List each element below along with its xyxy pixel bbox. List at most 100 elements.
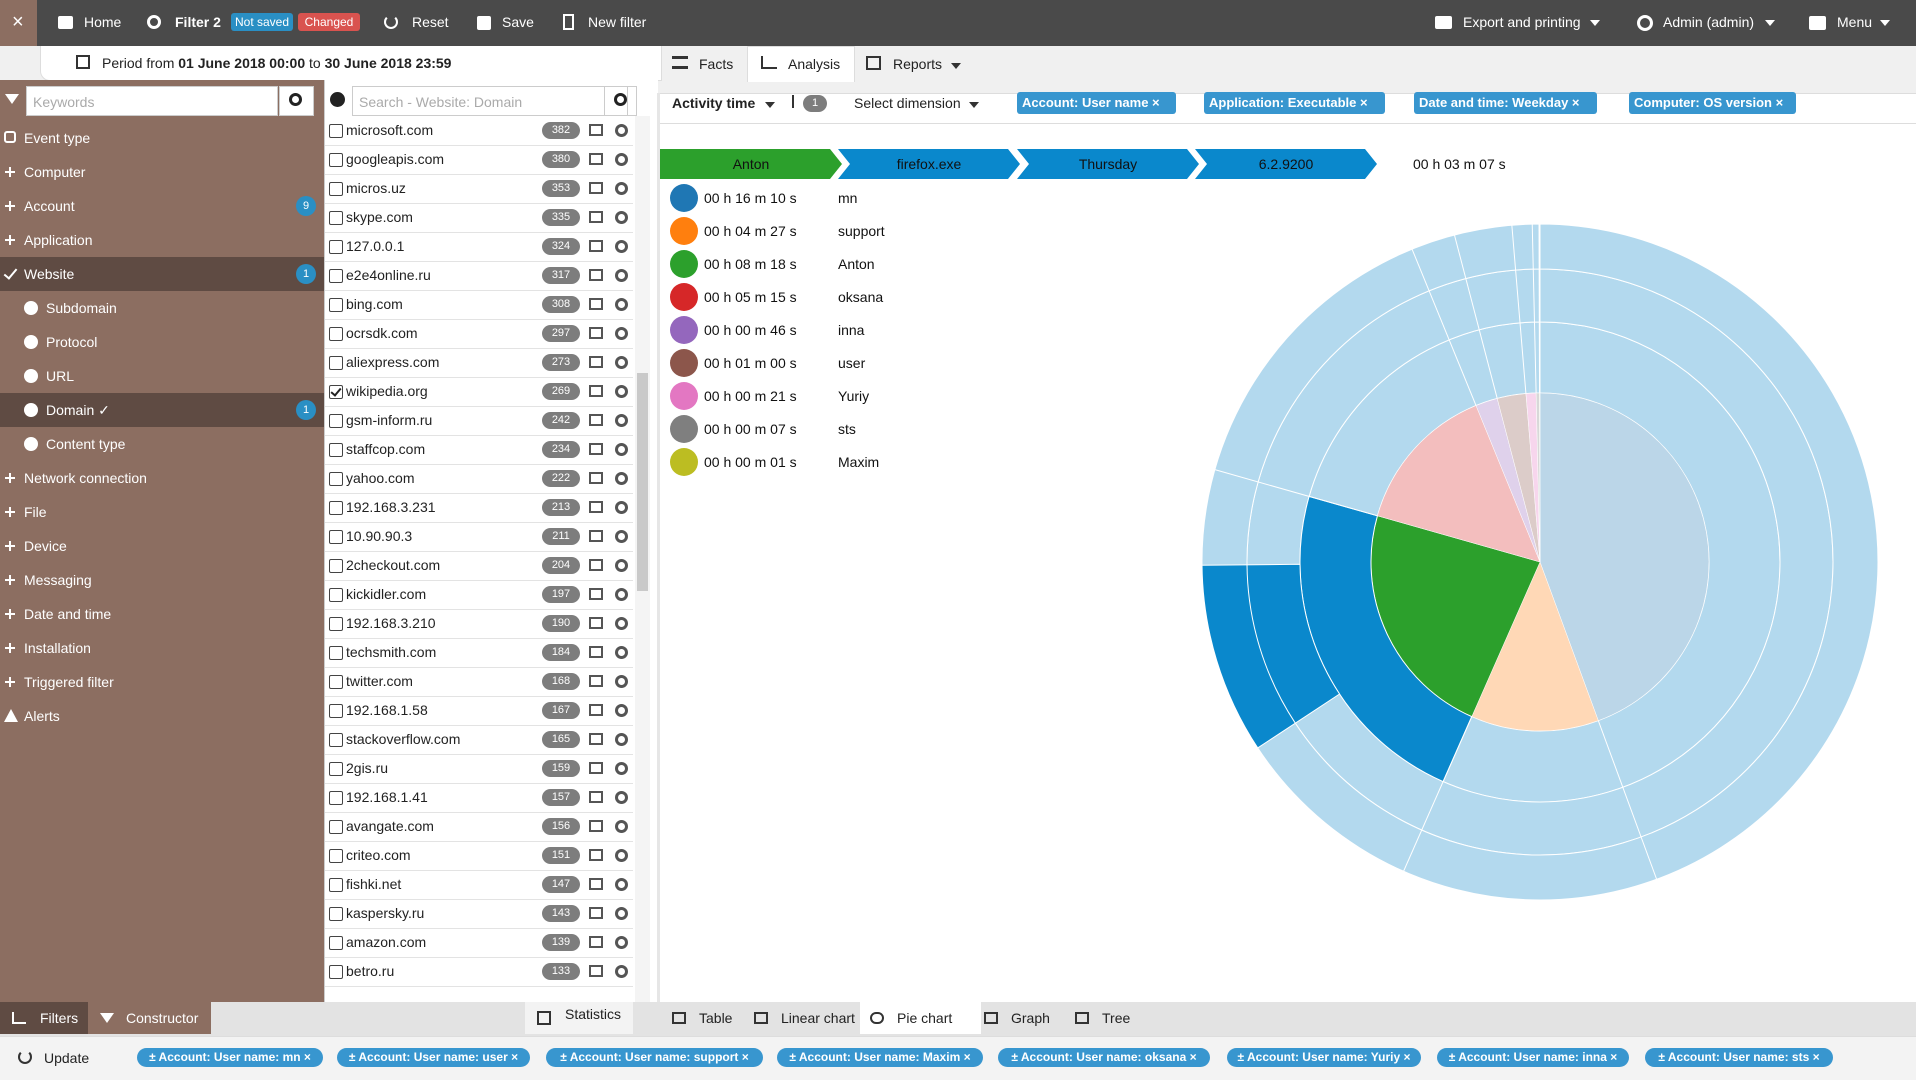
statistics-tab[interactable]: Statistics bbox=[525, 1002, 633, 1034]
list-icon[interactable] bbox=[589, 588, 603, 600]
sidebar-item[interactable]: Subdomain bbox=[0, 291, 324, 325]
checkbox[interactable] bbox=[329, 646, 343, 660]
checkbox[interactable] bbox=[329, 588, 343, 602]
list-icon[interactable] bbox=[589, 240, 603, 252]
checkbox[interactable] bbox=[329, 791, 343, 805]
checkbox[interactable] bbox=[329, 414, 343, 428]
sidebar-item[interactable]: Messaging bbox=[0, 563, 324, 597]
filters-tab[interactable]: Filters bbox=[0, 1002, 88, 1034]
settings-icon[interactable] bbox=[615, 443, 628, 456]
new-filter-button[interactable]: New filter bbox=[588, 14, 646, 30]
dimension-chip[interactable]: Account: User name × bbox=[1017, 92, 1176, 114]
list-icon[interactable] bbox=[589, 791, 603, 803]
sidebar-item[interactable]: Content type bbox=[0, 427, 324, 461]
list-icon[interactable] bbox=[589, 472, 603, 484]
checkbox[interactable] bbox=[329, 124, 343, 138]
sort-select[interactable]: Activity time bbox=[672, 95, 755, 111]
settings-icon[interactable] bbox=[615, 356, 628, 369]
list-icon[interactable] bbox=[589, 907, 603, 919]
list-icon[interactable] bbox=[589, 124, 603, 136]
settings-icon[interactable] bbox=[615, 414, 628, 427]
checkbox[interactable] bbox=[329, 878, 343, 892]
settings-icon[interactable] bbox=[615, 211, 628, 224]
filter-name[interactable]: Filter 2 bbox=[175, 14, 221, 30]
settings-icon[interactable] bbox=[615, 878, 628, 891]
settings-icon[interactable] bbox=[615, 530, 628, 543]
scroll-thumb[interactable] bbox=[637, 373, 648, 591]
settings-icon[interactable] bbox=[615, 240, 628, 253]
reset-button[interactable]: Reset bbox=[412, 14, 449, 30]
list-icon[interactable] bbox=[589, 733, 603, 745]
checkbox[interactable] bbox=[329, 269, 343, 283]
checkbox[interactable] bbox=[329, 356, 343, 370]
sidebar-item[interactable]: Application bbox=[0, 223, 324, 257]
settings-icon[interactable] bbox=[615, 153, 628, 166]
sidebar-item[interactable]: Protocol bbox=[0, 325, 324, 359]
filter-chip[interactable]: ± Account: User name: Maxim × bbox=[777, 1048, 983, 1067]
checkbox[interactable] bbox=[329, 965, 343, 979]
settings-icon[interactable] bbox=[615, 791, 628, 804]
list-icon[interactable] bbox=[589, 269, 603, 281]
view-tab[interactable]: Tree bbox=[1065, 1002, 1145, 1034]
sidebar-item[interactable]: Domain ✓1 bbox=[0, 393, 324, 427]
settings-icon[interactable] bbox=[615, 559, 628, 572]
list-icon[interactable] bbox=[589, 704, 603, 716]
settings-icon[interactable] bbox=[615, 588, 628, 601]
list-icon[interactable] bbox=[589, 530, 603, 542]
main-menu[interactable]: Menu bbox=[1837, 14, 1872, 30]
checkbox[interactable] bbox=[329, 472, 343, 486]
dimension-chip[interactable]: Application: Executable × bbox=[1204, 92, 1385, 114]
settings-icon[interactable] bbox=[615, 675, 628, 688]
checkbox[interactable] bbox=[329, 153, 343, 167]
settings-icon[interactable] bbox=[615, 646, 628, 659]
view-tab-active[interactable]: Pie chart bbox=[860, 1002, 981, 1034]
checkbox[interactable] bbox=[329, 385, 343, 399]
sidebar-item[interactable]: Network connection bbox=[0, 461, 324, 495]
filter-chip[interactable]: ± Account: User name: mn × bbox=[137, 1048, 323, 1067]
filter-chip[interactable]: ± Account: User name: inna × bbox=[1437, 1048, 1629, 1067]
dimension-chip[interactable]: Date and time: Weekday × bbox=[1414, 92, 1597, 114]
checkbox[interactable] bbox=[329, 327, 343, 341]
list-icon[interactable] bbox=[589, 327, 603, 339]
list-icon[interactable] bbox=[589, 153, 603, 165]
filter-chip[interactable]: ± Account: User name: user × bbox=[337, 1048, 530, 1067]
tab[interactable]: Facts bbox=[699, 56, 733, 72]
checkbox[interactable] bbox=[329, 559, 343, 573]
checkbox[interactable] bbox=[329, 849, 343, 863]
close-button[interactable]: × bbox=[0, 0, 37, 46]
admin-menu[interactable]: Admin (admin) bbox=[1663, 14, 1754, 30]
tab[interactable]: Reports bbox=[893, 56, 942, 72]
sidebar-item[interactable]: File bbox=[0, 495, 324, 529]
settings-icon[interactable] bbox=[615, 124, 628, 137]
checkbox[interactable] bbox=[329, 240, 343, 254]
list-icon[interactable] bbox=[589, 878, 603, 890]
constructor-tab[interactable]: Constructor bbox=[88, 1002, 211, 1034]
checkbox[interactable] bbox=[329, 501, 343, 515]
export-menu[interactable]: Export and printing bbox=[1463, 14, 1581, 30]
search-button[interactable] bbox=[279, 86, 314, 116]
list-icon[interactable] bbox=[589, 849, 603, 861]
scrollbar[interactable] bbox=[635, 116, 650, 1002]
list-icon[interactable] bbox=[589, 356, 603, 368]
checkbox[interactable] bbox=[329, 443, 343, 457]
